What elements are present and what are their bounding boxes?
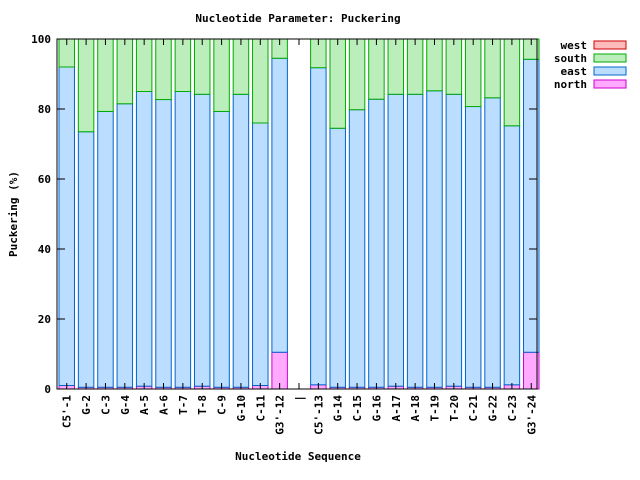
x-tick-label: G-14 xyxy=(332,395,345,422)
legend-swatch-east xyxy=(593,66,627,76)
x-tick-label: G-22 xyxy=(487,395,500,422)
bar-east xyxy=(213,110,230,388)
bar-south xyxy=(77,38,95,133)
bar-east xyxy=(58,66,75,386)
x-tick-label: G3'-24 xyxy=(525,395,538,435)
bar-east xyxy=(368,98,385,388)
bar-east xyxy=(77,131,95,388)
bar-south xyxy=(135,38,153,92)
x-tick-label: C-9 xyxy=(216,395,229,415)
x-tick-label: G-2 xyxy=(80,395,93,415)
legend-label-south: south xyxy=(554,52,587,65)
bar-east xyxy=(464,106,482,388)
bar-east xyxy=(387,93,405,387)
x-tick-label: C-11 xyxy=(254,395,267,422)
legend-swatch-west xyxy=(593,40,627,50)
legend-swatch-south xyxy=(593,53,627,63)
bar-east xyxy=(484,97,501,388)
x-tick-label: T-20 xyxy=(448,395,461,422)
bar-east xyxy=(329,127,346,388)
x-tick-label: C-23 xyxy=(506,395,519,422)
x-axis-label: Nucleotide Sequence xyxy=(235,450,361,463)
x-tick-label: C-3 xyxy=(99,395,112,415)
bar-east xyxy=(310,67,327,386)
x-tick-label: | xyxy=(293,395,306,402)
bar-east xyxy=(116,103,134,388)
legend-label-north: north xyxy=(554,78,587,91)
x-tick-label: C5'-1 xyxy=(61,395,74,428)
bar-south xyxy=(213,38,230,112)
bar-east xyxy=(271,57,288,353)
x-tick-label: G3'-12 xyxy=(274,395,287,435)
bar-south xyxy=(464,38,482,108)
bar-south xyxy=(155,38,172,101)
x-tick-label: G-4 xyxy=(119,395,132,415)
bar-east xyxy=(406,93,424,388)
y-tick-label: 100 xyxy=(31,33,51,46)
bar-east xyxy=(193,93,211,387)
bar-east xyxy=(232,93,250,388)
plot-frame xyxy=(56,38,538,390)
x-tick-label: T-19 xyxy=(428,395,441,422)
bar-south xyxy=(426,38,443,92)
y-tick-label: 20 xyxy=(38,313,51,326)
bar-east xyxy=(252,122,269,386)
y-tick-label: 0 xyxy=(44,383,51,396)
chart-title: Nucleotide Parameter: Puckering xyxy=(195,12,400,25)
bar-east xyxy=(155,99,172,388)
x-tick-label: A-17 xyxy=(390,395,403,422)
bar-south xyxy=(387,38,405,95)
x-tick-label: C-21 xyxy=(467,395,480,422)
legend-label-east: east xyxy=(561,65,588,78)
bar-south xyxy=(503,38,521,127)
x-tick-label: A-5 xyxy=(138,395,151,415)
bar-south xyxy=(445,38,463,95)
x-tick-label: C5'-13 xyxy=(312,395,325,435)
y-axis-label: Puckering (%) xyxy=(7,171,20,257)
y-tick-label: 80 xyxy=(38,103,51,116)
bar-east xyxy=(97,110,114,388)
y-axis: 0 20 40 60 80 100 xyxy=(31,33,537,396)
bar-east xyxy=(426,90,443,388)
bar-south xyxy=(348,38,366,111)
bar-east xyxy=(348,109,366,388)
bar-south xyxy=(232,38,250,95)
x-tick-label: G-16 xyxy=(370,395,383,422)
x-tick-label: T-8 xyxy=(196,395,209,415)
x-tick-label: G-10 xyxy=(235,395,248,422)
y-tick-label: 60 xyxy=(38,173,51,186)
bar-south xyxy=(368,38,385,100)
bar-east xyxy=(503,125,521,386)
legend-swatch-north xyxy=(593,79,627,89)
bar-south xyxy=(252,38,269,124)
bar-south xyxy=(329,38,346,129)
x-tick-label: A-6 xyxy=(158,395,171,415)
x-tick-label: A-18 xyxy=(409,395,422,422)
x-tick-label: C-15 xyxy=(351,395,364,422)
bar-south xyxy=(406,38,424,95)
bar-east xyxy=(174,91,192,388)
bar-south xyxy=(484,38,501,99)
bars-group xyxy=(58,38,540,390)
x-axis: C5'-1 G-2 C-3 G-4 A-5 A-6 T-7 T-8 C-9 G-10 C-11 G3'… xyxy=(61,39,538,435)
bar-south xyxy=(116,38,134,105)
bar-south xyxy=(174,38,192,92)
bar-south xyxy=(97,38,114,112)
bar-east xyxy=(445,93,463,387)
bar-east xyxy=(135,91,153,387)
legend-label-west: west xyxy=(561,39,588,52)
y-tick-label: 40 xyxy=(38,243,51,256)
bar-south xyxy=(193,38,211,95)
x-tick-label: T-7 xyxy=(177,395,190,415)
